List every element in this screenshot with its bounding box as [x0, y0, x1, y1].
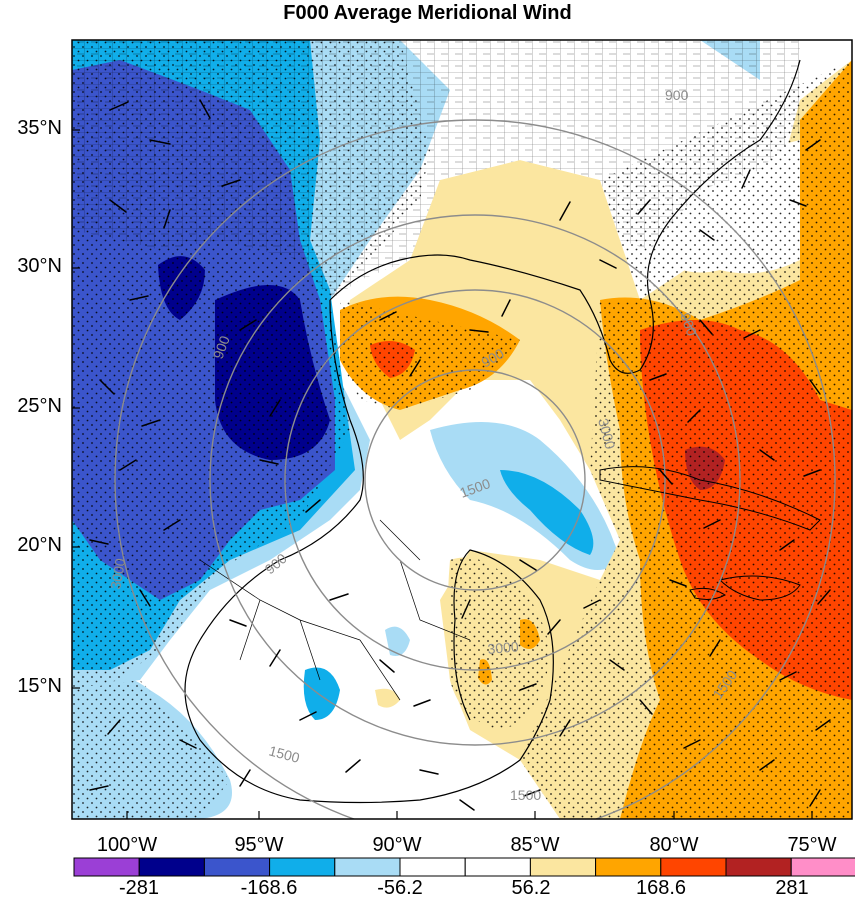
lat-label-15n: 15°N — [17, 675, 62, 697]
lon-label-85w: 85°W — [510, 834, 560, 856]
colorbar-label: 281 — [775, 877, 809, 899]
jamaica-outline — [689, 587, 726, 600]
map-plot-area — [72, 40, 852, 819]
contour-label: 3000 — [107, 557, 128, 591]
coastline — [329, 59, 801, 374]
colorbar-label: -56.2 — [377, 877, 423, 899]
lat-label-35n: 35°N — [17, 117, 62, 139]
contour-label: 3000 — [487, 638, 520, 657]
distance-rings — [114, 119, 836, 819]
contour-label: 900 — [665, 87, 689, 103]
colorbar-swatch — [269, 857, 336, 877]
colorbar-swatch — [725, 857, 792, 877]
lat-label-30n: 30°N — [17, 255, 62, 277]
colorbar-swatch — [399, 857, 466, 877]
map-title: F000 Average Meridional Wind — [283, 2, 572, 24]
lon-label-95w: 95°W — [234, 834, 284, 856]
colorbar-swatch — [595, 857, 662, 877]
colorbar-swatch — [138, 857, 205, 877]
contour-label: 3000 — [595, 417, 619, 451]
lon-label-90w: 90°W — [372, 834, 422, 856]
colorbar-label: -281 — [118, 877, 160, 899]
colorbar-label: -168.6 — [240, 877, 298, 899]
lon-label-75w: 75°W — [787, 834, 837, 856]
colorbar-swatch — [529, 857, 597, 877]
plot-frame — [71, 39, 853, 820]
colorbar-label: 168.6 — [635, 877, 687, 899]
colorbar-swatch — [464, 857, 531, 877]
mexico-states — [199, 519, 471, 701]
colorbar-label: 56.2 — [511, 877, 551, 899]
colorbar-swatch — [660, 857, 727, 877]
contour-label: 1500 — [510, 787, 541, 803]
colorbar-swatch — [73, 857, 140, 877]
contour-label: 900 — [677, 311, 700, 339]
lat-label-20n: 20°N — [17, 534, 62, 556]
colorbar-swatch — [334, 857, 401, 877]
county-lines — [72, 40, 800, 300]
colorbar — [73, 857, 855, 877]
contour-label: 900 — [210, 333, 233, 361]
lat-label-25n: 25°N — [17, 395, 62, 417]
wind-barbs — [89, 99, 831, 811]
colorbar-swatch — [203, 857, 271, 877]
contour-label: 1500 — [267, 742, 301, 766]
lon-label-100w: 100°W — [96, 834, 158, 856]
lon-label-80w: 80°W — [649, 834, 699, 856]
mexico-coast — [184, 299, 554, 804]
colorbar-swatch — [790, 857, 855, 877]
hispaniola-outline — [719, 575, 801, 601]
